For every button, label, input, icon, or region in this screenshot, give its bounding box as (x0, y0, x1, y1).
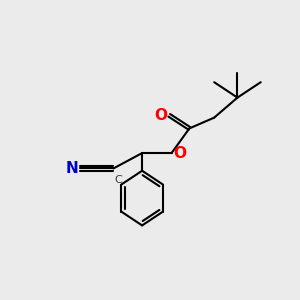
Text: N: N (66, 161, 79, 176)
Text: O: O (173, 146, 186, 160)
Text: C: C (114, 175, 122, 184)
Text: O: O (155, 108, 168, 123)
